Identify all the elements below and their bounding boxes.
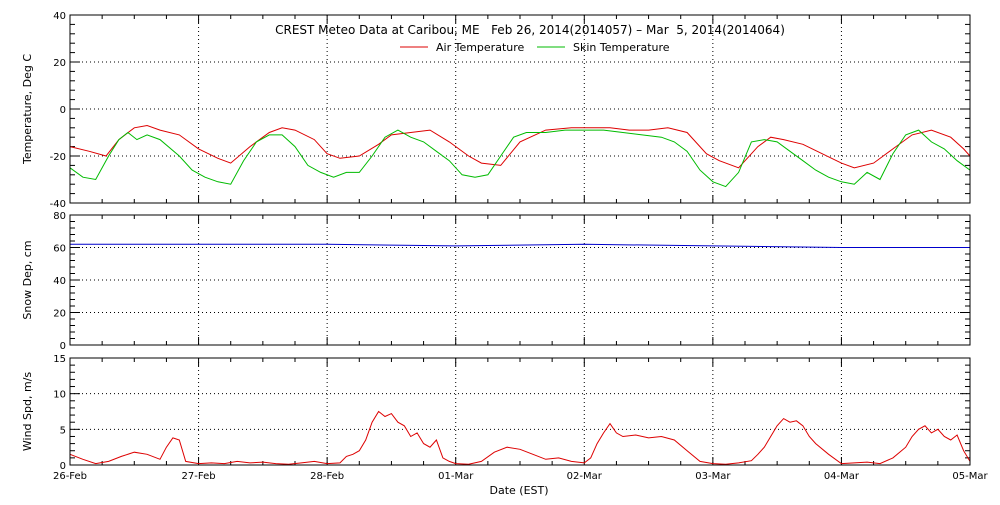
snow-series-0-line (70, 243, 970, 248)
snow-panel: 0 20 40 60 80 Snow Dep, cm (21, 211, 971, 352)
wind-series-0-line (69, 410, 971, 465)
legend: Air Temperature Skin Temperature (400, 41, 670, 54)
temperature-series-1-line (69, 129, 971, 188)
legend-label-1: Skin Temperature (573, 41, 670, 54)
x-tick-label: 28-Feb (310, 471, 344, 482)
wind-y-tick-label: 15 (53, 354, 66, 365)
x-tick-label: 01-Mar (438, 471, 474, 482)
x-tick-label: 05-Mar (952, 471, 988, 482)
x-tick-label: 26-Feb (53, 471, 87, 482)
temperature-plot-frame (69, 14, 971, 204)
snow-y-axis-title: Snow Dep, cm (21, 240, 34, 319)
temperature-panel: -40 -20 0 20 40 Temperature, Deg C Air Tempera… (21, 11, 971, 210)
wind-plot-frame (69, 357, 971, 466)
x-tick-label: 04-Mar (824, 471, 860, 482)
chart-title: CREST Meteo Data at Caribou, ME Feb 26, … (275, 23, 785, 37)
snow-y-tick-label: 0 (60, 341, 66, 352)
snow-y-tick-label: 20 (53, 309, 66, 320)
wind-y-axis-title: Wind Spd, m/s (21, 372, 34, 452)
wind-y-tick-label: 5 (60, 425, 66, 436)
legend-label-0: Air Temperature (436, 41, 525, 54)
temperature-y-tick-label: 20 (53, 58, 66, 69)
temperature-y-tick-label: -40 (50, 199, 66, 210)
snow-plot-frame (69, 214, 971, 346)
x-tick-label: 03-Mar (695, 471, 731, 482)
wind-y-tick-label: 0 (60, 461, 66, 472)
panels: -40 -20 0 20 40 Temperature, Deg C Air Tempera… (21, 11, 988, 482)
temperature-y-tick-label: 40 (53, 11, 66, 22)
snow-y-tick-label: 60 (53, 244, 66, 255)
x-tick-label: 02-Mar (567, 471, 603, 482)
snow-y-tick-label: 40 (53, 276, 66, 287)
temperature-y-tick-label: 0 (60, 105, 66, 116)
temperature-y-tick-label: -20 (50, 152, 66, 163)
temperature-y-axis-title: Temperature, Deg C (21, 54, 34, 165)
x-axis-title: Date (EST) (489, 484, 548, 497)
snow-y-tick-label: 80 (53, 211, 66, 222)
wind-panel: 0 5 10 15 Wind Spd, m/s 26-Feb 27-Feb 28-Feb 01-… (21, 354, 988, 482)
temperature-series-0-line (69, 124, 971, 169)
wind-y-tick-label: 10 (53, 390, 66, 401)
x-tick-label: 27-Feb (182, 471, 216, 482)
